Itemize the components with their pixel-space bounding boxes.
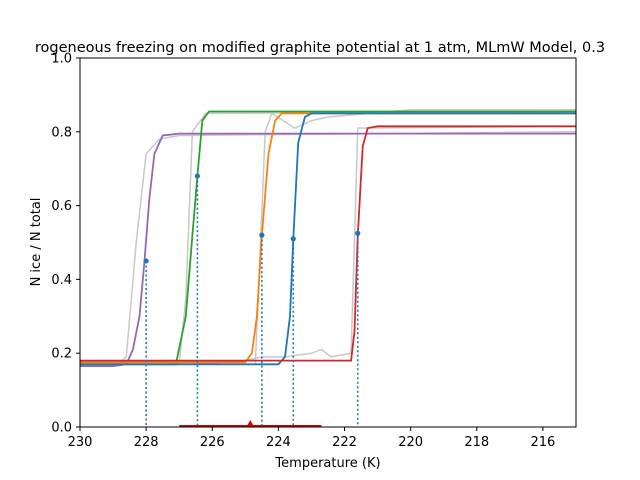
y-tick-label-1.0: 1.0 xyxy=(51,52,72,67)
x-axis-label: Temperature (K) xyxy=(274,456,380,471)
y-tick-label-0.2: 0.2 xyxy=(51,347,72,362)
freezing-point-4 xyxy=(290,236,296,242)
mean-freezing-marker xyxy=(246,420,255,427)
axes-frame xyxy=(79,57,577,428)
freezing-point-1 xyxy=(143,258,149,264)
x-tick-label-230: 230 xyxy=(68,435,93,450)
x-tick-label-226: 226 xyxy=(200,435,225,450)
y-tick-label-0.8: 0.8 xyxy=(51,125,72,140)
x-tick-label-224: 224 xyxy=(266,435,291,450)
series-line-red xyxy=(80,125,576,362)
x-tick-label-218: 218 xyxy=(464,435,489,450)
freezing-point-2 xyxy=(194,173,200,179)
freezing-point-3 xyxy=(259,232,265,238)
y-axis: 0.0 0.2 0.4 0.6 0.8 1.0 xyxy=(51,52,80,436)
x-axis: 230 228 226 224 222 220 218 216 xyxy=(68,427,556,450)
y-axis-label: N ice / N total xyxy=(29,198,44,287)
x-tick-label-228: 228 xyxy=(134,435,159,450)
plot-area xyxy=(80,108,577,427)
series-line-green xyxy=(80,110,576,366)
x-tick-label-222: 222 xyxy=(332,435,357,450)
y-tick-label-0.0: 0.0 xyxy=(51,421,72,436)
x-tick-label-220: 220 xyxy=(398,435,423,450)
x-tick-label-216: 216 xyxy=(531,435,556,450)
freezing-point-5 xyxy=(355,230,361,236)
y-tick-label-0.6: 0.6 xyxy=(51,199,72,214)
y-tick-label-0.4: 0.4 xyxy=(51,273,72,288)
chart-title: rogeneous freezing on modified graphite … xyxy=(35,40,605,56)
